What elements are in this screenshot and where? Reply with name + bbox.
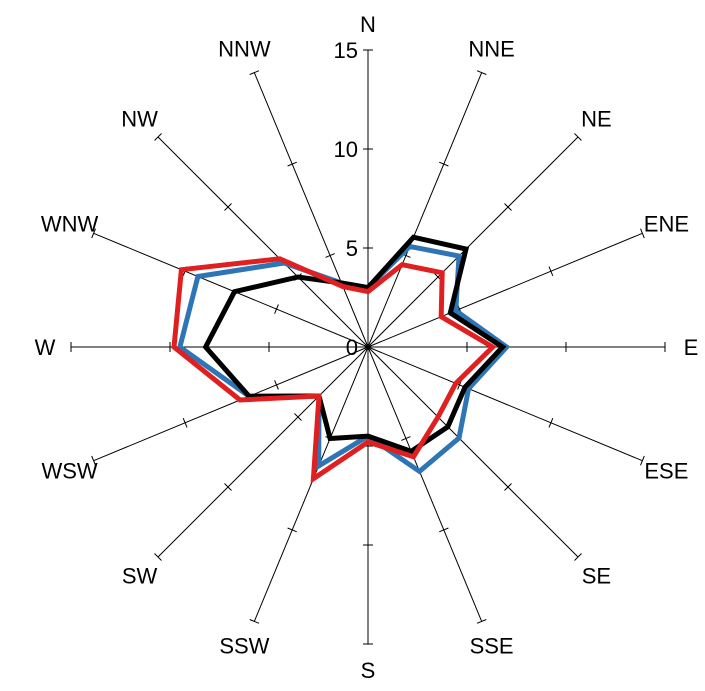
direction-label-sse: SSE [470,633,514,658]
tick-sse-15 [476,619,487,624]
tick-wsw-10 [182,418,188,428]
tick-wnw-15 [91,228,96,239]
tick-ssw-10 [287,527,297,533]
r-tick-label-10: 10 [334,137,358,162]
tick-wnw-5 [274,304,279,314]
direction-label-nnw: NNW [218,37,271,62]
tick-ese-10 [548,418,554,428]
tick-ssw-15 [249,619,260,624]
series-line-2 [202,234,507,455]
tick-ne-10 [504,203,512,211]
tick-sse-10 [439,527,449,533]
spoke-nnw [253,72,369,348]
tick-nne-15 [476,70,487,75]
tick-se-15 [574,553,582,561]
spoke-ene [367,232,643,348]
direction-label-wnw: WNW [41,211,99,236]
spoke-se [367,346,579,558]
spoke-ne [367,136,579,348]
direction-label-n: N [360,12,376,37]
direction-label-w: W [35,335,56,360]
direction-label-nw: NW [121,107,158,132]
spoke-wnw [93,232,369,348]
spoke-sse [367,346,483,622]
r-tick-label-5: 5 [346,236,358,261]
series-layer [171,234,511,484]
tick-sse-5 [401,436,411,441]
direction-label-ssw: SSW [219,633,269,658]
tick-sw-15 [154,553,162,561]
tick-nne-10 [439,161,449,167]
spokes-layer [71,50,665,644]
direction-labels-layer: N NNE NE ENE E ESE SE SSE S SSW SW WSW W WNW NW NNW [35,12,699,683]
direction-label-nne: NNE [468,37,514,62]
r-tick-label-0: 0 [346,335,358,360]
tick-sw-10 [224,483,232,491]
direction-label-se: SE [582,563,611,588]
tick-wsw-15 [91,455,96,466]
tick-ese-15 [640,455,645,466]
tick-labels-layer: 0 5 10 15 [334,38,358,360]
tick-se-10 [504,483,512,491]
tick-nw-15 [154,133,162,141]
tick-ne-15 [574,133,582,141]
tick-nnw-5 [325,253,335,258]
spoke-ese [367,346,643,462]
spoke-ssw [253,346,369,622]
direction-label-ene: ENE [644,211,689,236]
tick-sw-5 [294,413,302,421]
r-tick-label-15: 15 [334,38,358,63]
tick-ene-15 [640,228,645,239]
spoke-nne [367,72,483,348]
tick-nnw-10 [287,161,297,167]
direction-label-sw: SW [122,563,158,588]
tick-wsw-5 [274,380,279,390]
direction-label-wsw: WSW [41,459,97,484]
direction-label-s: S [361,658,376,683]
direction-label-e: E [684,335,699,360]
tick-ene-10 [548,266,554,276]
tick-nnw-15 [249,70,260,75]
spoke-nw [157,136,369,348]
direction-label-ese: ESE [644,459,688,484]
spoke-sw [157,346,369,558]
direction-label-ne: NE [581,107,612,132]
tick-nw-10 [224,203,232,211]
series-line-3 [171,256,497,484]
spoke-wsw [93,346,369,462]
